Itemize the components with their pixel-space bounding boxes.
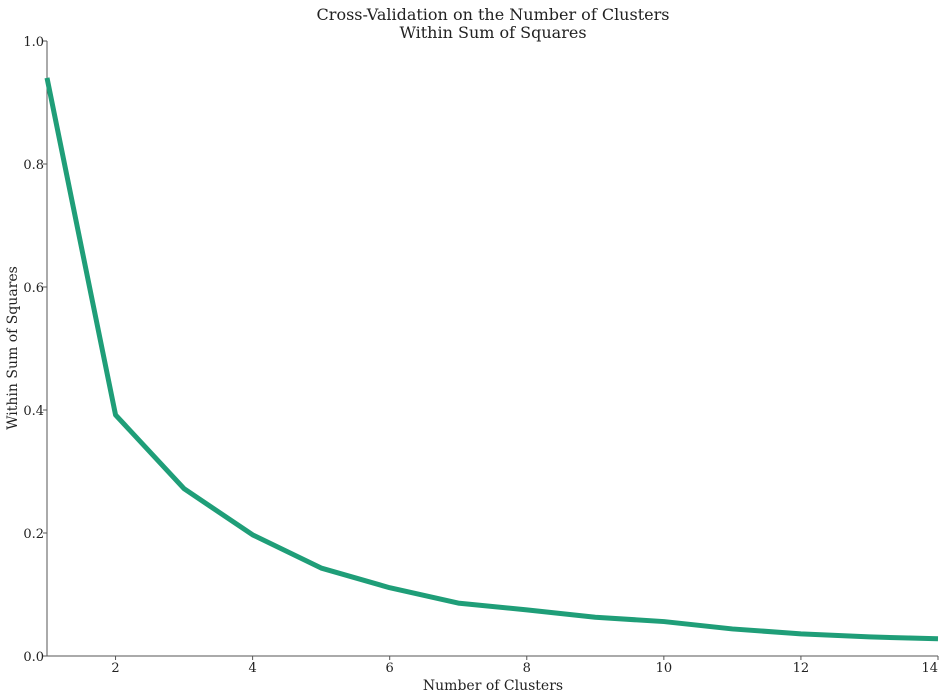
x-ticks: 2 4 6 8 10 12 14 [111, 656, 939, 676]
x-tick-label: 6 [386, 661, 394, 676]
x-tick-label: 10 [656, 661, 673, 676]
y-tick-label: 0.6 [23, 281, 44, 296]
y-tick-label: 0.4 [23, 404, 44, 419]
x-tick-label: 8 [523, 661, 531, 676]
x-tick-label: 14 [921, 661, 938, 676]
x-axis-label: Number of Clusters [423, 678, 563, 694]
x-tick-label: 4 [248, 661, 256, 676]
chart-subtitle: Within Sum of Squares [399, 23, 586, 42]
y-tick-label: 0.2 [23, 527, 44, 542]
series-line [44, 77, 939, 642]
y-axis-label: Within Sum of Squares [5, 266, 21, 430]
x-tick-label: 12 [793, 661, 810, 676]
y-tick-label: 0.8 [23, 158, 44, 173]
y-tick-label: 0.0 [23, 650, 44, 665]
y-tick-label: 1.0 [23, 35, 44, 50]
y-ticks: 0.0 0.2 0.4 0.6 0.8 1.0 [23, 35, 47, 665]
series-group [44, 77, 939, 642]
x-tick-label: 2 [111, 661, 119, 676]
chart-title: Cross-Validation on the Number of Cluste… [317, 5, 670, 24]
